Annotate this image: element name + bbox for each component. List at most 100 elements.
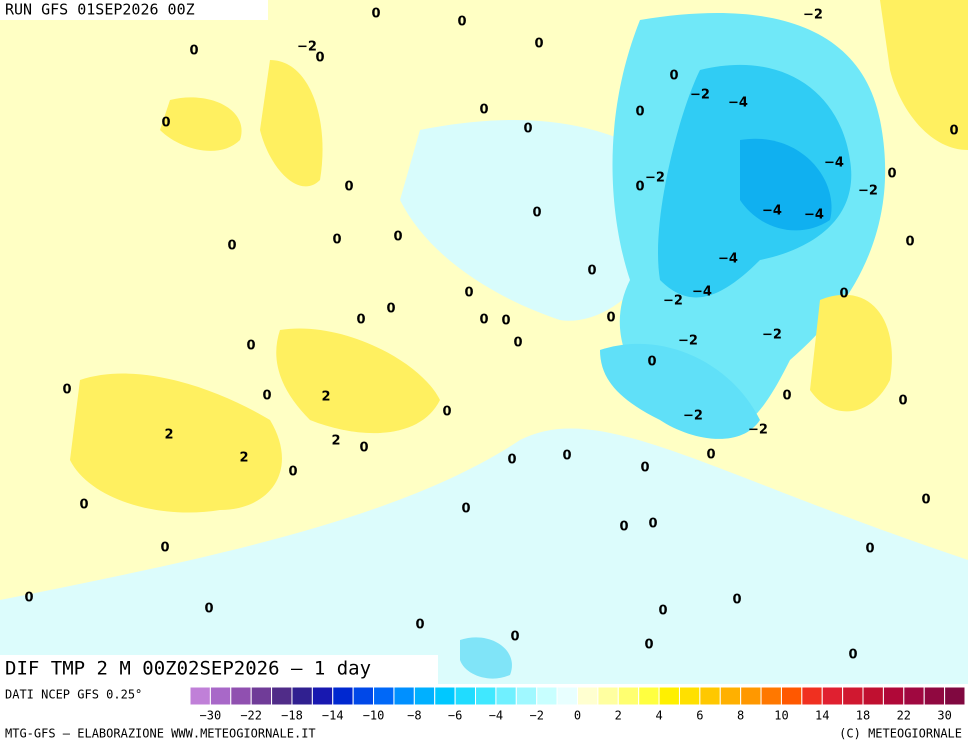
legend-swatch [189,686,211,706]
legend-label: −18 [281,709,303,723]
legend-swatch [413,686,436,706]
legend-label: −30 [200,709,222,723]
contour-label: 0 [479,103,488,118]
contour-label: −4 [804,208,824,223]
legend-label: 22 [897,709,911,723]
contour-label: 0 [371,7,380,22]
contour-label: −4 [824,156,844,171]
legend-swatch [373,686,395,706]
legend-swatch [740,686,762,706]
contour-label: 0 [507,453,516,468]
contour-label: 0 [479,313,488,328]
contour-label: −2 [645,171,665,186]
legend-swatch [719,686,742,706]
map-background [0,0,968,684]
legend-swatch [332,686,354,706]
legend-swatch [944,686,966,706]
contour-label: 2 [331,434,340,449]
contour-label: 0 [921,493,930,508]
contour-label: 0 [635,180,644,195]
legend-swatch [352,686,375,706]
source-label: DATI NCEP GFS 0.25° [5,688,142,702]
legend-label: 14 [815,709,829,723]
legend-swatch [780,686,803,706]
contour-label: 0 [848,648,857,663]
contour-label: 2 [164,428,173,443]
contour-label: 0 [534,37,543,52]
legend-swatch [842,686,864,706]
legend-swatch [699,686,721,706]
contour-label: 0 [562,449,571,464]
header-box [0,0,268,20]
contour-label: −4 [692,285,712,300]
legend-label: 10 [774,709,788,723]
contour-label: −2 [762,328,782,343]
contour-label: −2 [748,423,768,438]
legend-label: 0 [574,709,581,723]
contour-label: 0 [501,314,510,329]
legend-label: −8 [407,709,421,723]
contour-label: 2 [239,451,248,466]
legend-swatch [923,686,946,706]
legend-swatch [495,686,517,706]
contour-label: 0 [246,339,255,354]
contour-label: 0 [606,311,615,326]
contour-label: 0 [457,15,466,30]
contour-label: 0 [898,394,907,409]
contour-label: 0 [393,230,402,245]
legend-swatch [597,686,619,706]
legend-swatch [678,686,701,706]
contour-label: 0 [640,461,649,476]
contour-label: −4 [728,96,748,111]
contour-label: −2 [690,88,710,103]
contour-label: −2 [803,8,823,23]
contour-label: 0 [386,302,395,317]
contour-label: 0 [442,405,451,420]
legend-swatch [577,686,599,706]
contour-label: 2 [321,390,330,405]
contour-label: 0 [782,389,791,404]
legend-swatch [291,686,313,706]
contour-label: 0 [513,336,522,351]
map-title: DIF TMP 2 M 00Z02SEP2026 – 1 day [5,658,371,680]
contour-label: −4 [718,252,738,267]
copyright: (C) METEOGIORNALE [839,727,962,741]
contour-label: 0 [669,69,678,84]
contour-label: 0 [658,604,667,619]
contour-label: 0 [523,122,532,137]
legend-swatch [393,686,415,706]
legend-swatch [801,686,823,706]
title-box [0,655,438,684]
contour-label: −2 [858,184,878,199]
contour-label: 0 [648,517,657,532]
contour-label: 0 [587,264,596,279]
contour-label: 0 [619,520,628,535]
legend-swatch [454,686,477,706]
legend-swatch [821,686,844,706]
contour-label: 0 [415,618,424,633]
contour-label: 0 [160,541,169,556]
credit: MTG-GFS – ELABORAZIONE WWW.METEOGIORNALE… [5,727,316,741]
contour-label: 0 [288,465,297,480]
legend-label: 6 [696,709,703,723]
legend-label: −10 [363,709,385,723]
contour-label: 0 [635,105,644,120]
contour-label: 0 [839,287,848,302]
contour-label: 0 [647,355,656,370]
contour-label: 0 [62,383,71,398]
legend-swatch [209,686,232,706]
contour-label: −2 [663,294,683,309]
legend-label: 18 [856,709,870,723]
contour-label: 0 [204,602,213,617]
legend-swatch [903,686,925,706]
contour-label: 0 [161,116,170,131]
contour-label: 0 [510,630,519,645]
legend-label: −14 [322,709,344,723]
contour-label: 0 [356,313,365,328]
contour-label: 0 [79,498,88,513]
legend-label: −4 [489,709,503,723]
contour-label: −2 [678,334,698,349]
contour-label: 0 [706,448,715,463]
legend-label: −2 [529,709,543,723]
